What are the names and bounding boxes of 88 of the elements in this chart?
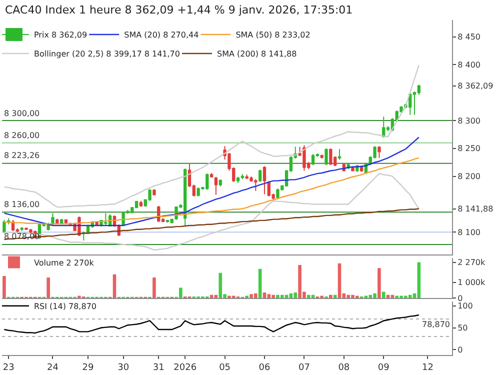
y-tick-label: 0 xyxy=(458,346,463,355)
x-tick-label: 2026 xyxy=(174,362,197,373)
candlestick xyxy=(262,166,266,195)
x-tick-label: 30 xyxy=(118,362,130,373)
bar xyxy=(272,294,275,298)
x-tick-label: 07 xyxy=(298,362,310,373)
y-tick-label: 8 141,88 xyxy=(458,204,494,214)
y-tick-label: 8 362,09 xyxy=(458,82,494,91)
candlestick xyxy=(324,148,328,166)
candlestick xyxy=(152,188,156,196)
annotation: 78,870 xyxy=(422,320,450,329)
candlestick xyxy=(338,148,342,160)
x-tick-label: 08 xyxy=(338,362,350,373)
candlestick xyxy=(378,146,381,158)
bar xyxy=(320,296,324,298)
y-tick-label: 8 100 xyxy=(458,228,481,237)
bar xyxy=(245,296,249,298)
candlestick xyxy=(351,166,354,172)
bar xyxy=(329,294,332,298)
line-series xyxy=(4,172,420,251)
chart-title: CAC40 Index 1 heure 8 362,09 +1,44 % 9 janv. 2026, 17:35:01 xyxy=(5,3,353,16)
bar xyxy=(232,296,236,298)
x-tick-label: 29 xyxy=(82,362,94,373)
bar xyxy=(112,274,116,298)
y-tick-label: 1 000k xyxy=(458,278,486,288)
line-series xyxy=(4,157,420,224)
x-tick-label: 05 xyxy=(219,362,231,373)
legend-label: SMA (50) 8 233,02 xyxy=(236,30,310,40)
x-tick-label: 31 xyxy=(152,362,164,373)
legend-label: Volume 2 270k xyxy=(34,258,94,268)
line-series xyxy=(4,314,420,334)
candlestick xyxy=(210,172,214,178)
bar xyxy=(262,292,266,298)
ref-line-label: 8 223,26 xyxy=(4,151,40,160)
y-tick-label: 100 xyxy=(458,302,473,311)
line-series xyxy=(4,64,420,208)
candlestick xyxy=(134,200,138,209)
ref-line-label: 8 300,00 xyxy=(4,109,40,118)
candlestick xyxy=(258,169,262,182)
candlestick xyxy=(20,226,24,232)
candlestick xyxy=(2,219,6,234)
y-tick-label: 8 450 xyxy=(458,32,481,42)
bar xyxy=(280,294,284,298)
y-tick-label: 8 400 xyxy=(458,60,481,70)
bar xyxy=(382,292,386,298)
legend-label: Prix 8 362,09 xyxy=(34,30,88,40)
legend-label: RSI (14) 78,870 xyxy=(34,302,96,311)
candlestick xyxy=(236,176,240,184)
x-tick-label: 06 xyxy=(258,362,270,373)
candlestick xyxy=(214,176,218,196)
x-tick-label: 23 xyxy=(2,362,14,373)
bar xyxy=(306,294,310,298)
bar xyxy=(378,268,381,298)
line-series xyxy=(4,208,420,240)
bar xyxy=(258,268,262,298)
bar xyxy=(294,292,298,298)
bar xyxy=(417,262,421,298)
bar xyxy=(355,296,359,298)
x-tick-label: 09 xyxy=(378,362,390,373)
legend-label: SMA (20) 8 270,44 xyxy=(124,30,199,40)
y-tick-label: 2 270k xyxy=(458,258,486,268)
bar xyxy=(338,263,342,298)
bar xyxy=(364,296,368,298)
y-tick-label: 8 200 xyxy=(458,172,481,182)
bar xyxy=(267,294,271,298)
bar xyxy=(46,278,50,298)
candlestick xyxy=(139,200,143,207)
candlestick xyxy=(382,116,386,138)
y-tick-label: 8 250 xyxy=(458,144,481,154)
x-tick-label: 24 xyxy=(47,362,59,373)
y-tick-label: 50 xyxy=(458,324,468,333)
y-tick-label: 8 300 xyxy=(458,116,481,126)
candlestick xyxy=(240,174,244,180)
candlestick xyxy=(218,179,222,187)
bar xyxy=(218,272,222,298)
y-tick-label: 0 xyxy=(458,294,463,303)
candlestick xyxy=(276,188,280,200)
ref-line-label: 8 136,00 xyxy=(4,200,40,209)
legend-label: SMA (200) 8 141,88 xyxy=(216,50,297,59)
x-tick-label: 12 xyxy=(422,362,434,373)
candlestick xyxy=(329,148,332,166)
bar xyxy=(368,294,372,298)
legend-label: Bollinger (20 2,5) 8 399,17 8 141,70 xyxy=(34,50,180,59)
ref-line-label: 8 260,00 xyxy=(4,131,40,140)
bar xyxy=(2,276,6,298)
bar xyxy=(395,296,399,298)
candlestick xyxy=(320,154,324,159)
candlestick xyxy=(311,154,315,166)
